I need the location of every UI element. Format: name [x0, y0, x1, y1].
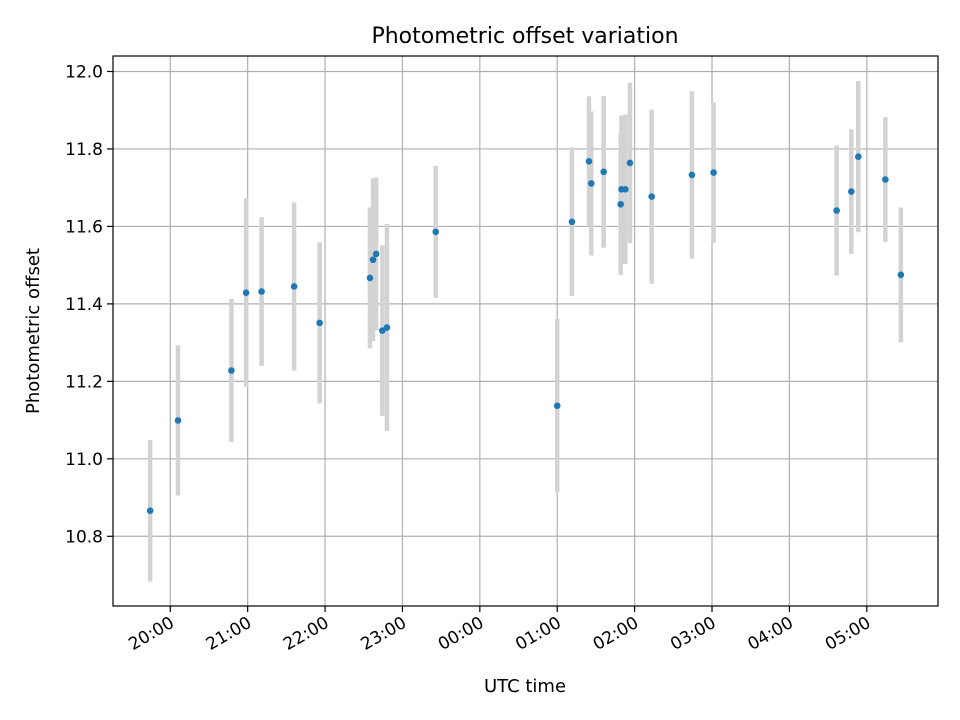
grid	[113, 56, 938, 606]
y-tick-label: 11.8	[65, 140, 103, 160]
data-point	[854, 153, 862, 161]
data-point	[882, 176, 889, 183]
y-axis-label: Photometric offset	[23, 248, 44, 414]
data-point	[585, 158, 593, 165]
data-point	[587, 180, 595, 187]
x-tick-label: 02:00	[590, 613, 642, 655]
x-tick-label: 22:00	[280, 613, 332, 655]
data-point	[833, 207, 840, 214]
y-tick-label: 11.4	[65, 295, 103, 315]
data-point	[372, 250, 380, 258]
data-point	[626, 159, 634, 167]
y-axis-ticks: 10.8 11.0 11.2 11.4 11.6 11.8 12.0	[65, 62, 113, 547]
y-tick-label: 11.2	[65, 372, 103, 392]
data-point	[174, 417, 182, 424]
data-points	[146, 153, 905, 515]
x-tick-label: 20:00	[125, 613, 177, 655]
data-point	[688, 171, 696, 179]
x-tick-label: 21:00	[203, 613, 255, 655]
x-tick-label: 05:00	[822, 613, 874, 655]
data-point	[897, 271, 905, 279]
y-tick-label: 11.0	[65, 450, 103, 470]
data-point	[146, 507, 154, 515]
data-point	[379, 327, 386, 334]
data-point	[432, 228, 440, 236]
chart-title: Photometric offset variation	[371, 24, 678, 49]
x-tick-label: 23:00	[358, 613, 410, 655]
data-point	[383, 324, 391, 331]
data-point	[600, 168, 607, 176]
data-point	[366, 274, 374, 282]
data-point	[848, 188, 855, 195]
data-point	[369, 256, 377, 264]
data-point	[568, 218, 576, 226]
data-point	[553, 402, 561, 410]
y-tick-label: 12.0	[65, 62, 103, 82]
y-tick-label: 10.8	[65, 527, 103, 547]
data-point	[617, 201, 624, 208]
data-point	[622, 185, 629, 193]
x-tick-label: 04:00	[744, 613, 796, 655]
x-axis-ticks: 20:00 21:00 22:00 23:00 00:00 01:00 02:00 03:00…	[125, 606, 874, 655]
x-tick-label: 01:00	[512, 613, 564, 655]
plot-frame	[112, 55, 939, 607]
x-axis-label: UTC time	[484, 676, 566, 697]
data-point	[242, 289, 250, 296]
error-bars	[147, 81, 904, 582]
data-point	[710, 169, 717, 176]
data-point	[316, 319, 323, 327]
y-tick-label: 11.6	[65, 217, 103, 237]
x-tick-label: 03:00	[667, 613, 719, 655]
data-point	[290, 283, 298, 290]
x-tick-label: 00:00	[435, 613, 487, 655]
data-point	[228, 367, 235, 374]
data-point	[258, 288, 265, 295]
data-point	[648, 193, 655, 200]
